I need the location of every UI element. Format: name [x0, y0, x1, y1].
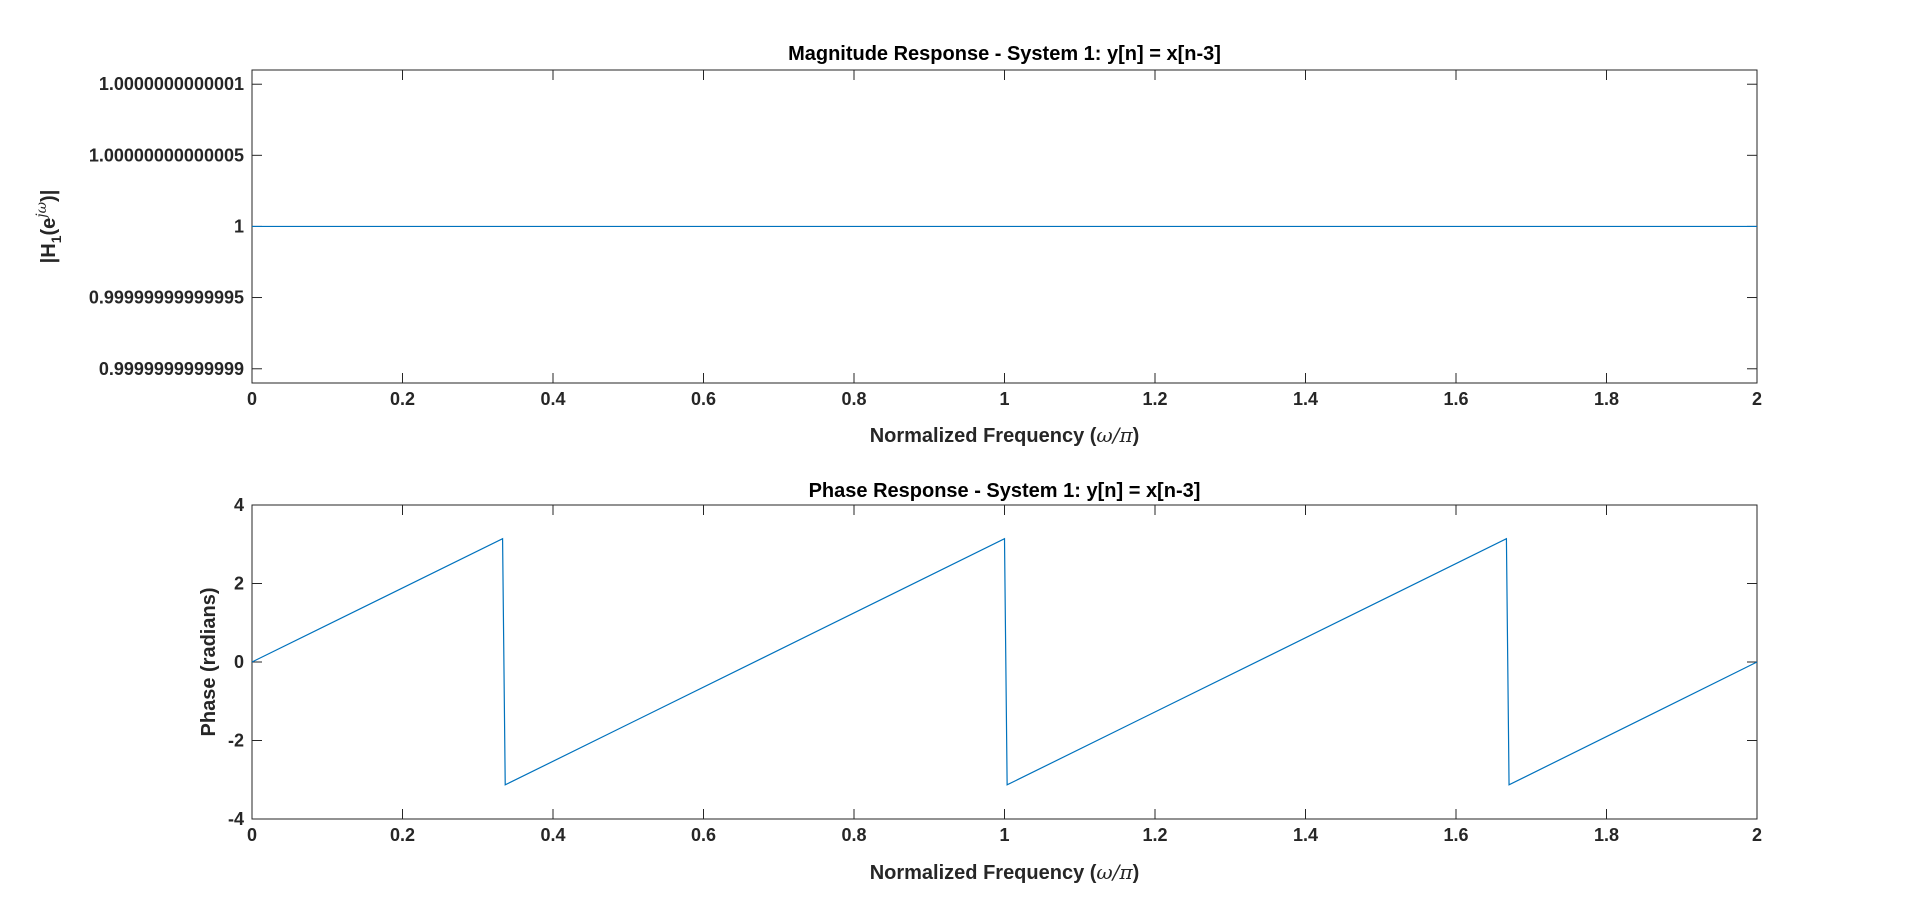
magnitude-tick-labels: 0 0.2 0.4 0.6 0.8 1 1.2 1.4 1.6 1.8 2 0.99999999999… [89, 74, 1762, 409]
magnitude-y-tick-label: 1 [234, 216, 244, 236]
magnitude-x-tick-label: 1.2 [1142, 389, 1167, 409]
phase-y-tick-label: 2 [234, 574, 244, 594]
phase-x-tick-label: 0.4 [540, 825, 565, 845]
magnitude-x-tick-label: 1 [999, 389, 1009, 409]
magnitude-x-axis-label: Normalized Frequency (ω/π) [870, 423, 1140, 447]
phase-x-tick-label: 1.8 [1594, 825, 1619, 845]
phase-x-tick-label: 0.6 [691, 825, 716, 845]
phase-x-tick-label: 2 [1752, 825, 1762, 845]
magnitude-x-tick-label: 1.6 [1443, 389, 1468, 409]
magnitude-x-tick-label: 0.4 [540, 389, 565, 409]
magnitude-ticks [251, 70, 1758, 383]
phase-chart-title: Phase Response - System 1: y[n] = x[n-3] [809, 480, 1201, 502]
magnitude-x-tick-label: 0 [247, 389, 257, 409]
magnitude-y-tick-label: 1.0000000000001 [99, 74, 244, 94]
magnitude-y-tick-label: 1.00000000000005 [89, 145, 244, 165]
phase-y-axis-label: Phase (radians) [198, 588, 220, 737]
phase-x-tick-label: 1 [999, 825, 1009, 845]
magnitude-axes: 0 0.2 0.4 0.6 0.8 1 1.2 1.4 1.6 1.8 2 0.99999999999… [34, 43, 1762, 447]
magnitude-x-tick-label: 0.2 [390, 389, 415, 409]
phase-axes: 0 0.2 0.4 0.6 0.8 1 1.2 1.4 1.6 1.8 2 -4 -2 0 2 4 Phase… [198, 480, 1762, 884]
phase-series [251, 537, 1758, 786]
magnitude-x-tick-label: 1.4 [1293, 389, 1318, 409]
phase-x-tick-label: 1.6 [1443, 825, 1468, 845]
phase-series-line [251, 537, 1758, 786]
phase-x-tick-label: 0.2 [390, 825, 415, 845]
phase-y-tick-label: -2 [228, 731, 244, 751]
magnitude-x-tick-label: 1.8 [1594, 389, 1619, 409]
phase-x-axis-label: Normalized Frequency (ω/π) [870, 860, 1140, 884]
magnitude-x-tick-label: 2 [1752, 389, 1762, 409]
phase-x-tick-label: 0 [247, 825, 257, 845]
phase-x-tick-label: 0.8 [841, 825, 866, 845]
phase-tick-labels: 0 0.2 0.4 0.6 0.8 1 1.2 1.4 1.6 1.8 2 -4 -2 0 2 4 [228, 495, 1762, 845]
phase-ticks [251, 504, 1758, 820]
phase-x-tick-label: 1.2 [1142, 825, 1167, 845]
magnitude-x-tick-label: 0.6 [691, 389, 716, 409]
magnitude-x-tick-label: 0.8 [841, 389, 866, 409]
phase-y-tick-label: -4 [228, 809, 244, 829]
phase-x-tick-label: 1.4 [1293, 825, 1318, 845]
magnitude-chart-title: Magnitude Response - System 1: y[n] = x[… [788, 43, 1221, 65]
magnitude-y-tick-label: 0.99999999999995 [89, 288, 244, 308]
phase-y-tick-label: 4 [234, 495, 244, 515]
magnitude-y-tick-label: 0.9999999999999 [99, 359, 244, 379]
phase-y-tick-label: 0 [234, 652, 244, 672]
magnitude-y-axis-label: |H1(ejω)| [34, 190, 64, 264]
